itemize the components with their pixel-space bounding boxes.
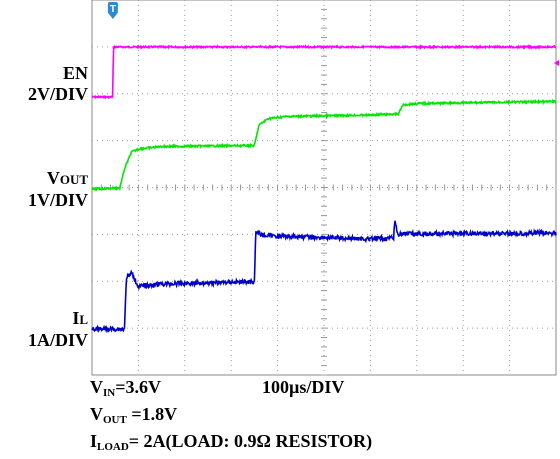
- en-label: EN: [63, 63, 88, 83]
- en-scale-label: 2V/DIV: [28, 84, 88, 104]
- vout-setting-sub: OUT: [103, 414, 127, 426]
- en-name: EN: [62, 63, 88, 83]
- il-scale: 1A/DIV: [27, 330, 88, 350]
- en-level-arrow-icon: [554, 60, 559, 66]
- en-scale: 2V/DIV: [27, 84, 88, 104]
- scope-traces: [91, 44, 557, 334]
- vin-rest: =3.6V: [115, 377, 161, 397]
- trace-il: [91, 220, 557, 334]
- vout-main: V: [46, 168, 60, 188]
- iload-main: I: [90, 431, 98, 451]
- vout-label: VOUT: [47, 168, 88, 190]
- vout-scale-label: 1V/DIV: [28, 190, 88, 210]
- il-label: IL: [72, 308, 88, 330]
- trigger-marker-arrow: [108, 14, 117, 19]
- time-scale: 100µs/DIV: [262, 377, 345, 397]
- il-main: I: [72, 308, 80, 328]
- vout-setting-main: V: [90, 404, 103, 424]
- vout-sub: OUT: [59, 172, 88, 187]
- trigger-marker-icon: T: [107, 2, 118, 19]
- vout-setting-note: VOUT =1.8V: [90, 404, 177, 430]
- il-sub: L: [79, 312, 88, 327]
- scope-markers: T: [107, 2, 559, 66]
- scope-grid: [91, 0, 557, 376]
- trigger-marker-box: [107, 2, 118, 14]
- iload-note: ILOAD= 2A(LOAD: 0.9Ω RESISTOR): [90, 431, 372, 457]
- vin-sub: IN: [103, 387, 116, 399]
- il-scale-label: 1A/DIV: [28, 330, 88, 350]
- iload-sub: LOAD: [97, 441, 129, 453]
- vin-note: VIN=3.6V: [90, 377, 161, 403]
- vout-scale: 1V/DIV: [27, 190, 88, 210]
- vin-main: V: [90, 377, 103, 397]
- vout-setting-rest: =1.8V: [126, 404, 178, 424]
- trace-vout: [91, 98, 557, 192]
- iload-rest: = 2A(LOAD: 0.9Ω RESISTOR): [128, 431, 373, 451]
- trigger-marker-text: T: [110, 4, 116, 15]
- trace-en: [91, 44, 557, 100]
- time-scale-label: 100µs/DIV: [262, 377, 344, 397]
